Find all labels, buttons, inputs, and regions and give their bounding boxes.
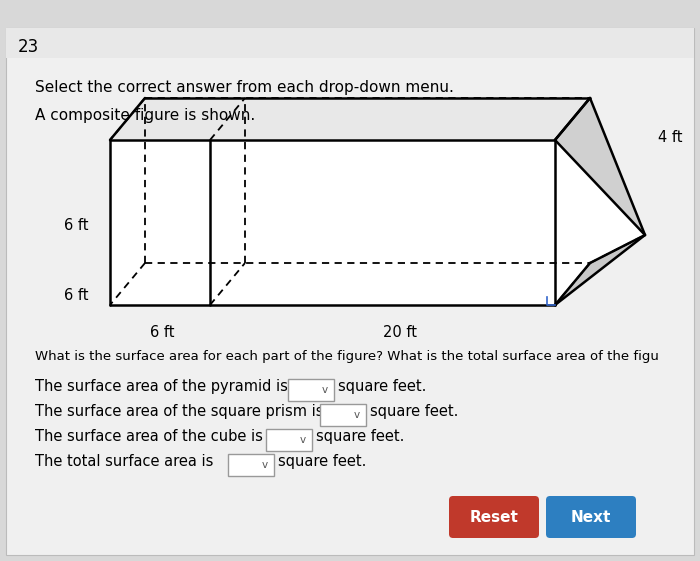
Polygon shape: [110, 140, 555, 305]
Text: v: v: [300, 435, 306, 445]
Text: 4 ft: 4 ft: [658, 130, 682, 145]
Polygon shape: [555, 98, 645, 235]
Text: Next: Next: [570, 509, 611, 525]
Text: Select the correct answer from each drop-down menu.: Select the correct answer from each drop…: [35, 80, 454, 95]
Text: v: v: [354, 410, 360, 420]
Text: A composite figure is shown.: A composite figure is shown.: [35, 108, 256, 123]
Text: 23: 23: [18, 38, 39, 56]
FancyBboxPatch shape: [449, 496, 539, 538]
FancyBboxPatch shape: [546, 496, 636, 538]
FancyBboxPatch shape: [228, 454, 274, 476]
Text: 6 ft: 6 ft: [64, 218, 88, 232]
Text: 20 ft: 20 ft: [383, 325, 417, 340]
Text: The surface area of the square prism is: The surface area of the square prism is: [35, 403, 323, 419]
Text: 6 ft: 6 ft: [150, 325, 174, 340]
Polygon shape: [555, 140, 645, 305]
Text: v: v: [262, 460, 268, 470]
FancyBboxPatch shape: [288, 379, 334, 401]
FancyBboxPatch shape: [6, 28, 694, 58]
FancyBboxPatch shape: [266, 429, 312, 451]
Text: What is the surface area for each part of the figure? What is the total surface : What is the surface area for each part o…: [35, 350, 659, 363]
Polygon shape: [555, 98, 590, 305]
Text: Reset: Reset: [470, 509, 519, 525]
Text: square feet.: square feet.: [338, 379, 426, 393]
Text: 6 ft: 6 ft: [64, 287, 88, 302]
FancyBboxPatch shape: [6, 28, 694, 555]
Text: square feet.: square feet.: [370, 403, 458, 419]
Polygon shape: [110, 98, 590, 140]
Text: The surface area of the pyramid is: The surface area of the pyramid is: [35, 379, 288, 393]
Polygon shape: [555, 235, 645, 305]
Text: v: v: [322, 385, 328, 395]
Text: square feet.: square feet.: [316, 429, 405, 444]
Text: The total surface area is: The total surface area is: [35, 453, 214, 468]
Text: The surface area of the cube is: The surface area of the cube is: [35, 429, 263, 444]
FancyBboxPatch shape: [320, 404, 366, 426]
Text: square feet.: square feet.: [278, 453, 366, 468]
